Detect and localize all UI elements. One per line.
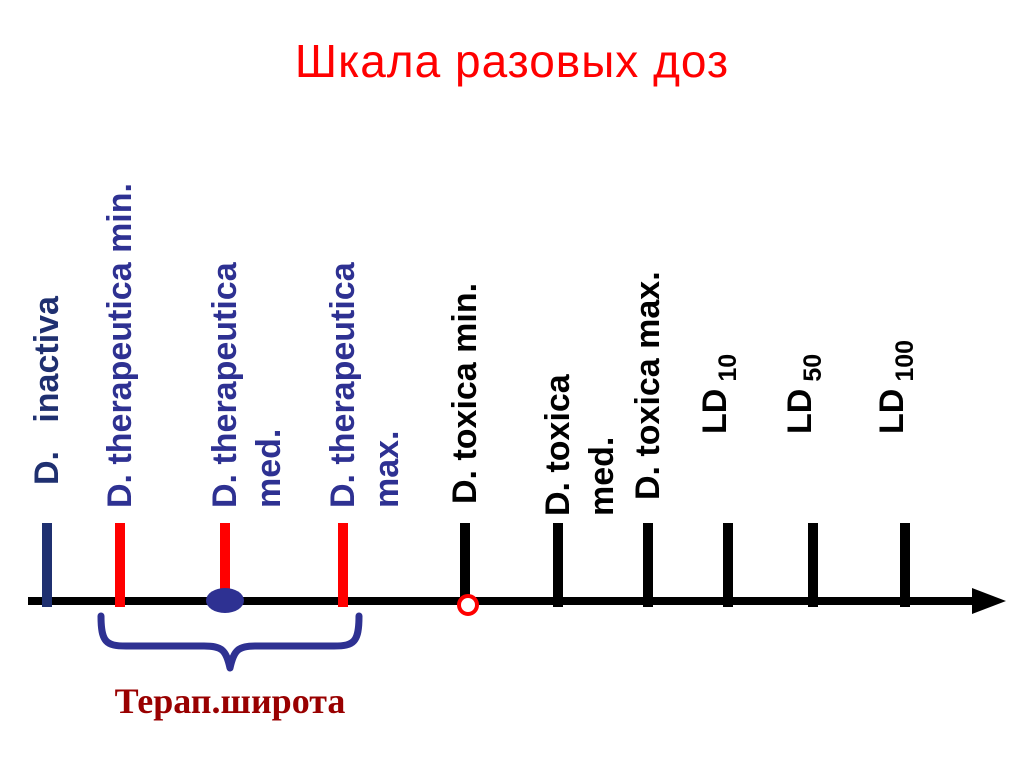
label-d-therapeutica-max: D. therapeutica max. <box>321 262 409 508</box>
label-line: D. therapeutica <box>206 262 244 508</box>
label-line: D. toxica min. <box>446 282 484 504</box>
ld-subscript: 50 <box>799 353 827 382</box>
label-d-toxica-med: D. toxica med. <box>536 374 624 516</box>
label-d-inactiva: D. inactiva <box>25 296 69 485</box>
ld-subscript: 10 <box>714 353 742 382</box>
label-line: D. therapeutica min. <box>101 183 139 508</box>
ld-text: LD <box>781 388 819 434</box>
axis-line <box>28 597 978 605</box>
label-line: D. therapeutica <box>324 262 362 508</box>
tick-d-therapeutica-min <box>115 523 125 607</box>
label-d-toxica-min: D. toxica min. <box>443 283 487 504</box>
label-ld-50: LD 50 <box>778 354 835 434</box>
ld-text: LD <box>873 388 911 434</box>
label-line: D. toxica <box>539 374 577 516</box>
tick-d-toxica-min <box>460 523 470 607</box>
label-ld-100: LD 100 <box>870 340 927 434</box>
therapeutic-range-label: Терап.широта <box>114 681 346 721</box>
ld-text: LD <box>696 388 734 434</box>
tick-d-toxica-med <box>553 523 563 607</box>
label-ld-10: LD 10 <box>693 354 750 434</box>
tick-d-therapeutica-med <box>220 523 230 607</box>
tick-ld-50 <box>808 523 818 607</box>
label-line: D. inactiva <box>28 296 66 485</box>
axis-arrowhead <box>972 588 1006 614</box>
label-d-toxica-max: D. toxica max. <box>626 271 670 500</box>
slide-title: Шкала разовых доз <box>294 35 730 87</box>
blue-ellipse-marker <box>206 588 244 613</box>
therapeutic-range-brace <box>97 612 363 672</box>
label-d-therapeutica-min: D. therapeutica min. <box>98 183 142 508</box>
tick-ld-10 <box>723 523 733 607</box>
label-d-therapeutica-med: D. therapeutica med. <box>203 262 291 508</box>
tick-d-toxica-max <box>643 523 653 607</box>
tick-ld-100 <box>900 523 910 607</box>
label-line: med. <box>583 436 621 516</box>
tick-d-inactiva <box>42 523 52 607</box>
red-open-circle-marker <box>457 594 479 616</box>
label-line: max. <box>368 430 406 509</box>
label-line: med. <box>250 428 288 508</box>
label-line: D. toxica max. <box>629 271 667 500</box>
tick-d-therapeutica-max <box>338 523 348 607</box>
ld-subscript: 100 <box>891 339 919 382</box>
